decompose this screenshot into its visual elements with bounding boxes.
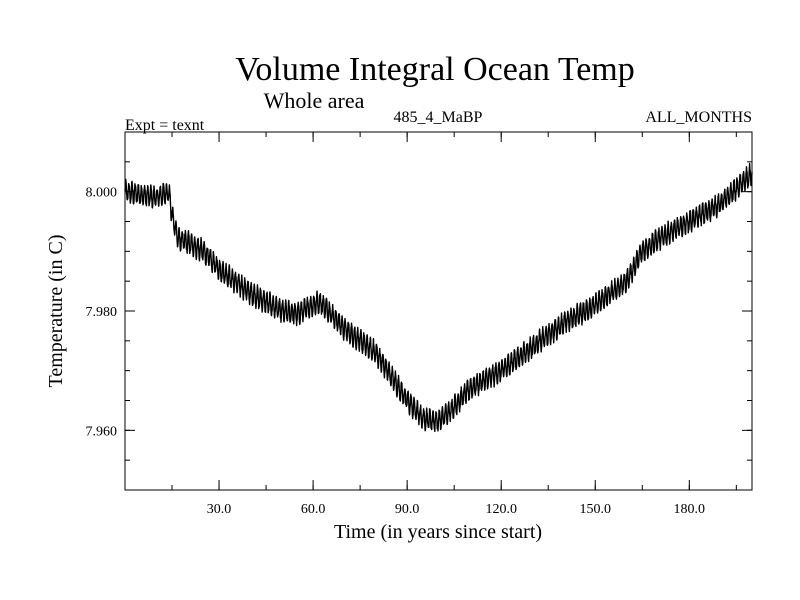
y-tick-label: 7.980 (86, 305, 118, 320)
temperature-series-line (124, 162, 753, 433)
chart-title: Volume Integral Ocean Temp (235, 51, 635, 88)
x-tick-label: 150.0 (580, 502, 612, 517)
x-tick-label: 30.0 (207, 502, 232, 517)
x-tick-label: 60.0 (301, 502, 326, 517)
y-axis-tick-labels: 7.960 7.980 8.000 (86, 186, 118, 440)
plot-frame (124, 131, 753, 491)
y-axis-label: Temperature (in C) (45, 235, 67, 388)
run-label: 485_4_MaBP (394, 109, 483, 126)
experiment-label: Expt = texnt (125, 117, 205, 134)
y-tick-label: 7.960 (86, 424, 118, 439)
x-tick-label: 90.0 (395, 502, 420, 517)
chart-subtitle: Whole area (264, 88, 365, 113)
x-tick-label: 180.0 (674, 502, 706, 517)
axis-ticks (125, 132, 752, 490)
x-axis-tick-labels: 30.0 60.0 90.0 120.0 150.0 180.0 (207, 502, 705, 517)
x-tick-label: 120.0 (485, 502, 517, 517)
x-axis-label: Time (in years since start) (334, 521, 542, 543)
y-tick-label: 8.000 (86, 186, 118, 201)
period-label: ALL_MONTHS (645, 109, 752, 126)
series-group (124, 162, 753, 433)
